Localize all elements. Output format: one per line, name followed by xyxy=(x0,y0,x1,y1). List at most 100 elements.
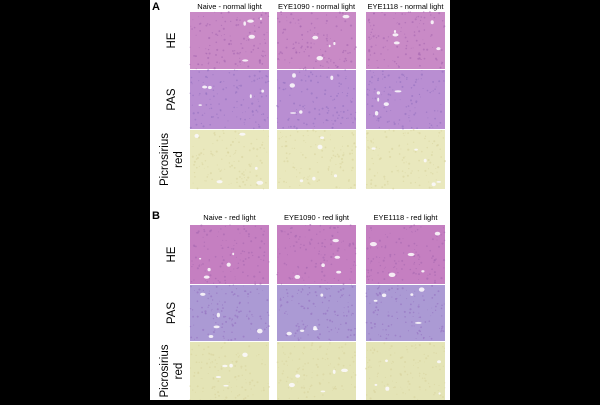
vessel xyxy=(300,329,305,332)
tissue-texture xyxy=(256,381,259,384)
tissue-texture xyxy=(414,150,417,153)
tissue-texture xyxy=(285,360,288,363)
tissue-texture xyxy=(443,303,445,305)
tissue-texture xyxy=(263,33,266,36)
tissue-texture xyxy=(383,59,385,61)
tissue-texture xyxy=(329,341,331,344)
tissue-texture xyxy=(210,295,213,298)
vessel xyxy=(257,328,263,334)
tissue-texture xyxy=(333,40,336,42)
tissue-texture xyxy=(415,39,418,42)
tissue-texture xyxy=(297,118,299,121)
tissue-texture xyxy=(208,36,211,40)
tissue-texture xyxy=(402,156,405,159)
tissue-texture xyxy=(203,230,206,233)
tissue-texture xyxy=(195,68,197,70)
tissue-texture xyxy=(205,233,209,236)
tissue-texture xyxy=(310,23,312,25)
tissue-texture xyxy=(401,170,404,172)
tissue-texture xyxy=(418,386,421,389)
tissue-texture xyxy=(244,397,247,399)
tissue-texture xyxy=(378,361,380,363)
vessel xyxy=(394,90,402,93)
tissue-texture xyxy=(350,314,353,316)
tissue-texture xyxy=(314,281,316,283)
tissue-texture xyxy=(378,158,381,161)
panel-label: A xyxy=(152,1,160,13)
vessel xyxy=(385,386,390,391)
tissue-texture xyxy=(347,117,349,119)
tissue-texture xyxy=(224,301,226,303)
tissue-texture xyxy=(304,108,306,110)
tissue-texture xyxy=(418,316,420,318)
tissue-texture xyxy=(431,268,433,271)
tissue-texture xyxy=(258,271,261,273)
tissue-texture xyxy=(423,299,425,302)
tissue-texture xyxy=(234,365,237,367)
tissue-texture xyxy=(198,153,201,156)
tissue-texture xyxy=(328,364,330,366)
tissue-texture xyxy=(420,73,423,76)
tissue-texture xyxy=(191,104,193,106)
tissue-texture xyxy=(347,311,350,313)
tissue-texture xyxy=(325,106,328,109)
tissue-texture xyxy=(334,119,337,122)
tissue-texture xyxy=(383,342,386,345)
tissue-texture xyxy=(426,48,429,51)
tissue-texture xyxy=(413,113,416,116)
tissue-texture xyxy=(298,328,300,330)
tissue-texture xyxy=(213,67,216,70)
tissue-texture xyxy=(369,33,371,35)
tissue-texture xyxy=(216,303,219,305)
tissue-texture xyxy=(299,235,301,238)
tissue-texture xyxy=(243,250,246,253)
tissue-texture xyxy=(205,180,207,182)
tissue-texture xyxy=(351,132,354,134)
tissue-texture xyxy=(259,159,262,162)
tissue-texture xyxy=(322,312,325,315)
tissue-texture xyxy=(330,255,333,259)
tissue-texture xyxy=(406,78,408,80)
tissue-texture xyxy=(419,389,421,391)
tissue-texture xyxy=(295,169,297,171)
micrograph xyxy=(190,224,270,285)
tissue-texture xyxy=(387,334,390,336)
tissue-texture xyxy=(351,166,354,169)
tissue-texture xyxy=(339,163,341,165)
tissue-texture xyxy=(376,294,379,297)
tissue-texture xyxy=(417,57,420,60)
tissue-texture xyxy=(319,262,322,265)
tissue-texture xyxy=(432,312,434,314)
vessel xyxy=(436,47,441,51)
tissue-texture xyxy=(424,377,426,380)
tissue-texture xyxy=(391,362,393,364)
tissue-texture xyxy=(315,131,317,133)
micrograph xyxy=(189,284,270,342)
tissue-texture xyxy=(418,375,421,377)
tissue-texture xyxy=(252,147,255,150)
vessel xyxy=(223,384,229,387)
tissue-texture xyxy=(198,47,200,49)
tissue-texture xyxy=(389,155,392,158)
tissue-texture xyxy=(400,27,402,29)
tissue-texture xyxy=(369,237,371,239)
tissue-texture xyxy=(401,388,403,390)
tissue-texture xyxy=(318,113,321,116)
tissue-texture xyxy=(406,143,409,145)
tissue-texture xyxy=(224,315,227,318)
tissue-texture xyxy=(350,329,353,332)
tissue-texture xyxy=(331,386,333,388)
tissue-texture xyxy=(440,49,443,51)
tissue-texture xyxy=(415,78,418,81)
tissue-texture xyxy=(244,111,246,113)
tissue-texture xyxy=(412,358,415,361)
tissue-texture xyxy=(255,174,258,177)
vessel xyxy=(330,75,334,81)
tissue-texture xyxy=(297,367,300,371)
tissue-texture xyxy=(239,19,241,21)
tissue-texture xyxy=(384,266,386,268)
tissue-texture xyxy=(304,284,306,286)
tissue-texture xyxy=(289,352,292,355)
tissue-texture xyxy=(200,152,203,155)
tissue-texture xyxy=(325,37,328,40)
